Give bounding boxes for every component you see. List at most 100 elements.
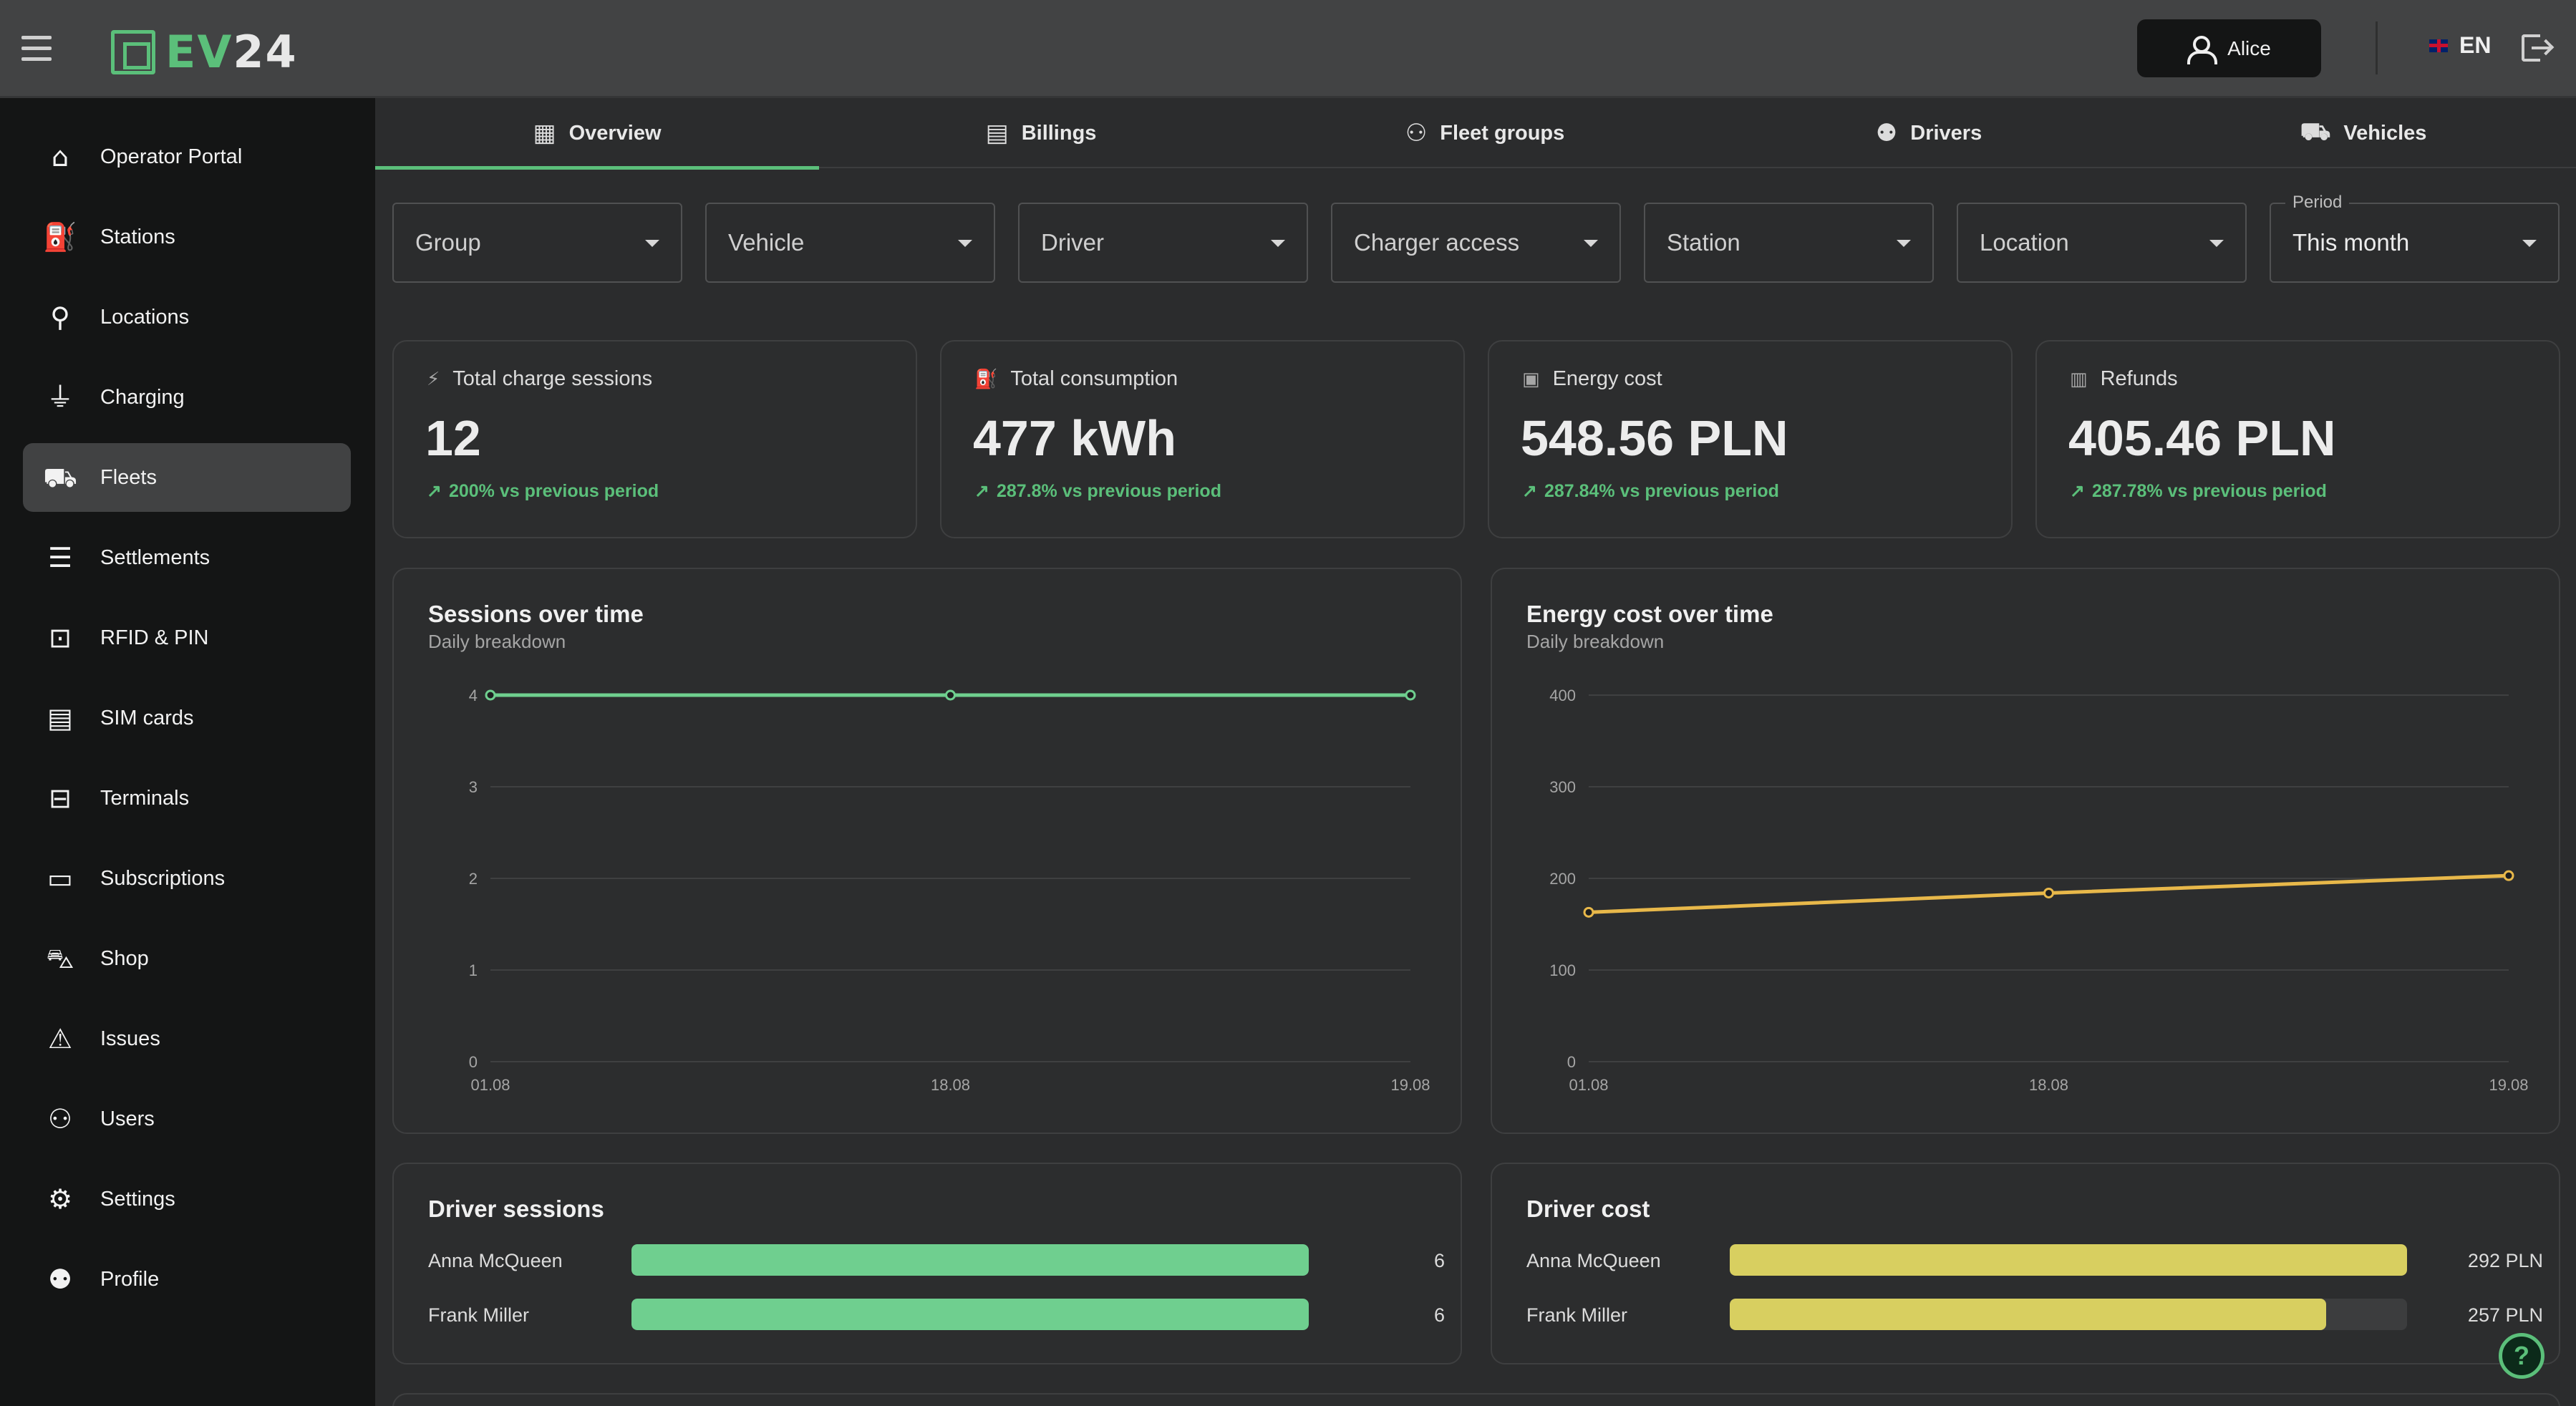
language-selector[interactable]: EN	[2429, 32, 2491, 59]
bar-track	[631, 1244, 1309, 1276]
sidebar-item-profile[interactable]: ⚉ Profile	[23, 1245, 351, 1314]
driver-select[interactable]: Driver	[1018, 203, 1308, 283]
driver-name: Anna McQueen	[428, 1250, 563, 1271]
tab-label: Overview	[568, 121, 662, 145]
tab-drivers[interactable]: ⚉ Drivers	[1707, 98, 2151, 168]
x-tick-label: 01.08	[470, 1076, 510, 1094]
sidebar-item-locations[interactable]: ⚲ Locations	[23, 283, 351, 352]
tab-label: Vehicles	[2343, 121, 2427, 145]
logo[interactable]: EV24	[111, 26, 298, 78]
sidebar-item-label: Profile	[100, 1267, 160, 1291]
energy-cost-line-chart: 0 100 200 300 400 01.08 18.08 19.08	[1549, 687, 2528, 1094]
bar-value: 292 PLN	[2467, 1250, 2543, 1271]
sidebar-item-shop[interactable]: ⛍ Shop	[23, 924, 351, 993]
logo-mark-icon	[111, 29, 155, 74]
bolt-icon: ⚡	[427, 368, 440, 390]
sidebar-item-fleets[interactable]: ⛟ Fleets	[23, 443, 351, 512]
chart-title: Energy cost over time	[1526, 601, 1773, 627]
invoice-icon: ▤	[985, 119, 1009, 147]
sim-card-icon: ▤	[47, 702, 73, 734]
chevron-down-icon	[1897, 240, 1911, 247]
stat-value: 12	[425, 410, 481, 466]
trending-up-icon: ↗	[974, 481, 989, 501]
chevron-down-icon	[1271, 240, 1285, 247]
sidebar-item-label: Shop	[100, 946, 149, 970]
data-point	[945, 689, 956, 701]
vehicle-select[interactable]: Vehicle	[705, 203, 995, 283]
station-select[interactable]: Station	[1644, 203, 1934, 283]
fleet-icon: ⛟	[43, 462, 77, 493]
sidebar-item-subscriptions[interactable]: ▭ Subscriptions	[23, 844, 351, 913]
person-icon: ⚉	[47, 1264, 73, 1295]
bar-value: 6	[1433, 1250, 1445, 1271]
plug-icon: ⏚	[46, 382, 74, 413]
sidebar-item-stations[interactable]: ⛽ Stations	[23, 203, 351, 271]
period-select[interactable]: Period This month	[2270, 193, 2560, 283]
x-tick-label: 18.08	[931, 1076, 970, 1094]
tab-overview[interactable]: ▦ Overview	[375, 98, 819, 170]
tab-bar: ▦ Overview ▤ Billings ⚇ Fleet groups ⚉ Drive…	[375, 98, 2576, 170]
stat-value: 477 kWh	[973, 410, 1176, 466]
sidebar-item-operator-portal[interactable]: ⌂ Operator Portal	[23, 122, 351, 191]
sidebar-item-label: Users	[100, 1107, 155, 1130]
tab-fleet-groups[interactable]: ⚇ Fleet groups	[1263, 98, 1707, 168]
filter-placeholder: Charger access	[1354, 229, 1520, 256]
dashboard-icon: ▦	[533, 119, 556, 147]
stat-trend: ↗ 287.8% vs previous period	[974, 480, 1221, 502]
charger-access-select[interactable]: Charger access	[1331, 203, 1621, 283]
user-menu-button[interactable]: Alice	[2137, 19, 2321, 77]
money-icon: ▣	[1522, 368, 1540, 390]
sidebar-item-settlements[interactable]: ☰ Settlements	[23, 523, 351, 592]
tab-billings[interactable]: ▤ Billings	[819, 98, 1263, 168]
sidebar-item-charging[interactable]: ⏚ Charging	[23, 363, 351, 432]
stat-label: ⚡ Total charge sessions	[427, 367, 653, 390]
menu-icon[interactable]	[21, 36, 52, 61]
terminal-icon: ⊟	[49, 782, 72, 814]
y-tick-label: 4	[469, 687, 478, 704]
y-tick-label: 100	[1549, 961, 1576, 979]
period-label: Period	[2285, 193, 2350, 213]
tab-label: Billings	[1021, 121, 1097, 145]
bar-track	[1730, 1244, 2407, 1276]
help-icon[interactable]: ?	[2499, 1333, 2544, 1379]
driver-cost-card: Driver cost Anna McQueen 292 PLN Frank Mil…	[1491, 1163, 2560, 1364]
logout-icon[interactable]	[2522, 34, 2550, 62]
chevron-down-icon	[2522, 240, 2537, 247]
sidebar-item-label: Settlements	[100, 546, 210, 569]
stat-trend: ↗ 287.78% vs previous period	[2070, 480, 2327, 502]
filter-placeholder: Location	[1980, 229, 2069, 256]
filter-placeholder: Vehicle	[728, 229, 805, 256]
data-point	[2503, 870, 2514, 881]
sidebar-item-sim-cards[interactable]: ▤ SIM cards	[23, 684, 351, 752]
stat-card-energy-cost: ▣ Energy cost 548.56 PLN ↗ 287.84% vs prev…	[1488, 340, 2013, 538]
receipt-icon: ☰	[47, 542, 73, 573]
driver-sessions-card: Driver sessions Anna McQueen 6 Frank Mille…	[392, 1163, 1462, 1364]
data-point	[1583, 906, 1594, 918]
group-icon: ⚇	[1405, 119, 1428, 147]
group-select[interactable]: Group	[392, 203, 682, 283]
bar-value: 257 PLN	[2467, 1304, 2543, 1326]
bar-fill	[1730, 1299, 2326, 1330]
sidebar-item-issues[interactable]: ⚠ Issues	[23, 1004, 351, 1073]
lock-icon: ⊡	[49, 622, 72, 654]
tab-label: Drivers	[1910, 121, 1982, 145]
x-tick-label: 01.08	[1569, 1076, 1608, 1094]
y-tick-label: 400	[1549, 687, 1576, 704]
sidebar-item-terminals[interactable]: ⊟ Terminals	[23, 764, 351, 833]
sidebar-item-label: Terminals	[100, 786, 190, 810]
filter-placeholder: Driver	[1041, 229, 1104, 256]
header-divider	[2376, 21, 2378, 74]
sidebar-item-users[interactable]: ⚇ Users	[23, 1085, 351, 1153]
x-tick-label: 19.08	[1390, 1076, 1430, 1094]
stat-value: 548.56 PLN	[1521, 410, 1788, 466]
bar-fill	[631, 1299, 1309, 1330]
sidebar-item-rfid-pin[interactable]: ⊡ RFID & PIN	[23, 603, 351, 672]
sidebar-item-settings[interactable]: ⚙ Settings	[23, 1165, 351, 1233]
sidebar-item-label: Operator Portal	[100, 145, 243, 168]
tab-vehicles[interactable]: ⛟ Vehicles	[2151, 98, 2576, 168]
location-select[interactable]: Location	[1957, 203, 2247, 283]
gear-icon: ⚙	[47, 1183, 73, 1215]
bar-row: Anna McQueen 292 PLN	[1526, 1244, 2543, 1276]
data-point	[2043, 887, 2054, 898]
sidebar: ⌂ Operator Portal ⛽ Stations ⚲ Locations ⏚ C…	[0, 98, 375, 1406]
